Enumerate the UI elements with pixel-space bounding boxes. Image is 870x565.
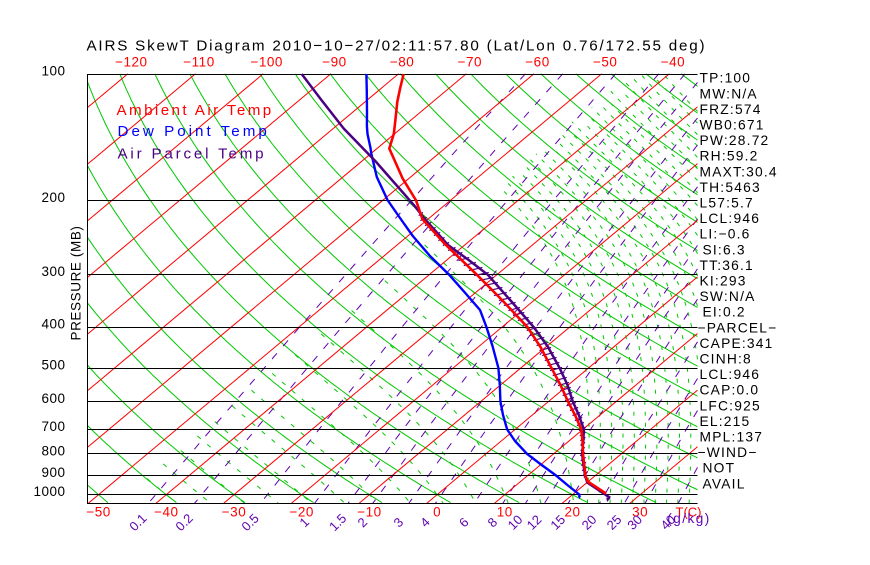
- svg-text:RH:59.2: RH:59.2: [700, 149, 759, 164]
- svg-text:−20: −20: [289, 505, 313, 520]
- svg-text:−80: −80: [390, 55, 414, 70]
- svg-text:20: 20: [564, 505, 580, 520]
- svg-text:MPL:137: MPL:137: [700, 430, 764, 445]
- svg-text:WB0:671: WB0:671: [700, 118, 765, 133]
- svg-text:AIRS SkewT Diagram 2010−10−27/: AIRS SkewT Diagram 2010−10−27/02:11:57.8…: [87, 38, 707, 55]
- svg-text:CAPE:341: CAPE:341: [700, 336, 774, 351]
- svg-text:LI:−0.6: LI:−0.6: [700, 227, 751, 242]
- svg-text:EL:215: EL:215: [700, 414, 751, 429]
- svg-text:−120: −120: [115, 55, 147, 70]
- svg-text:L57:5.7: L57:5.7: [700, 196, 754, 211]
- svg-text:−WIND−: −WIND−: [698, 445, 758, 460]
- svg-text:SI:6.3: SI:6.3: [703, 242, 746, 257]
- svg-text:TP:100: TP:100: [700, 71, 752, 86]
- svg-text:30: 30: [632, 505, 648, 520]
- svg-text:1000: 1000: [33, 484, 65, 499]
- svg-text:700: 700: [41, 419, 65, 434]
- svg-text:EI:0.2: EI:0.2: [703, 305, 746, 320]
- svg-text:LCL:946: LCL:946: [700, 211, 761, 226]
- svg-text:LFC:925: LFC:925: [700, 398, 761, 413]
- svg-text:CAP:0.0: CAP:0.0: [700, 383, 760, 398]
- svg-text:100: 100: [41, 63, 65, 78]
- svg-text:0: 0: [433, 505, 441, 520]
- svg-text:Dew Point Temp: Dew Point Temp: [118, 123, 270, 140]
- svg-text:CINH:8: CINH:8: [700, 352, 752, 367]
- svg-text:Air Parcel Temp: Air Parcel Temp: [118, 146, 267, 163]
- svg-text:AVAIL: AVAIL: [703, 476, 746, 491]
- svg-text:−10: −10: [357, 505, 381, 520]
- svg-text:PW:28.72: PW:28.72: [700, 133, 770, 148]
- svg-text:MW:N/A: MW:N/A: [700, 86, 758, 101]
- svg-text:500: 500: [41, 358, 65, 373]
- svg-text:−110: −110: [183, 55, 214, 70]
- svg-text:−30: −30: [222, 505, 246, 520]
- svg-text:900: 900: [41, 465, 65, 480]
- svg-text:(g/kg): (g/kg): [667, 511, 711, 526]
- svg-text:−90: −90: [322, 55, 346, 70]
- svg-text:300: 300: [41, 264, 65, 279]
- svg-text:200: 200: [41, 190, 65, 205]
- svg-text:MAXT:30.4: MAXT:30.4: [700, 164, 778, 179]
- svg-text:−40: −40: [154, 505, 178, 520]
- svg-text:800: 800: [41, 443, 65, 458]
- svg-text:Ambient Air Temp: Ambient Air Temp: [117, 102, 274, 119]
- svg-text:−50: −50: [593, 55, 617, 70]
- svg-text:KI:293: KI:293: [700, 274, 747, 289]
- svg-text:TT:36.1: TT:36.1: [700, 258, 754, 273]
- svg-text:10: 10: [497, 505, 513, 520]
- svg-text:−70: −70: [458, 55, 482, 70]
- svg-text:−100: −100: [250, 55, 282, 70]
- svg-text:−50: −50: [86, 505, 110, 520]
- svg-text:−60: −60: [525, 55, 549, 70]
- svg-text:400: 400: [41, 317, 65, 332]
- svg-text:600: 600: [41, 391, 65, 406]
- svg-text:NOT: NOT: [703, 461, 736, 476]
- svg-text:T(C): T(C): [676, 505, 702, 520]
- svg-text:SW:N/A: SW:N/A: [700, 289, 756, 304]
- svg-text:FRZ:574: FRZ:574: [700, 102, 762, 117]
- svg-text:TH:5463: TH:5463: [700, 180, 761, 195]
- svg-text:PRESSURE (MB): PRESSURE (MB): [69, 225, 84, 340]
- svg-text:LCL:946: LCL:946: [700, 367, 761, 382]
- svg-text:−40: −40: [661, 55, 685, 70]
- svg-text:−PARCEL−: −PARCEL−: [698, 320, 778, 335]
